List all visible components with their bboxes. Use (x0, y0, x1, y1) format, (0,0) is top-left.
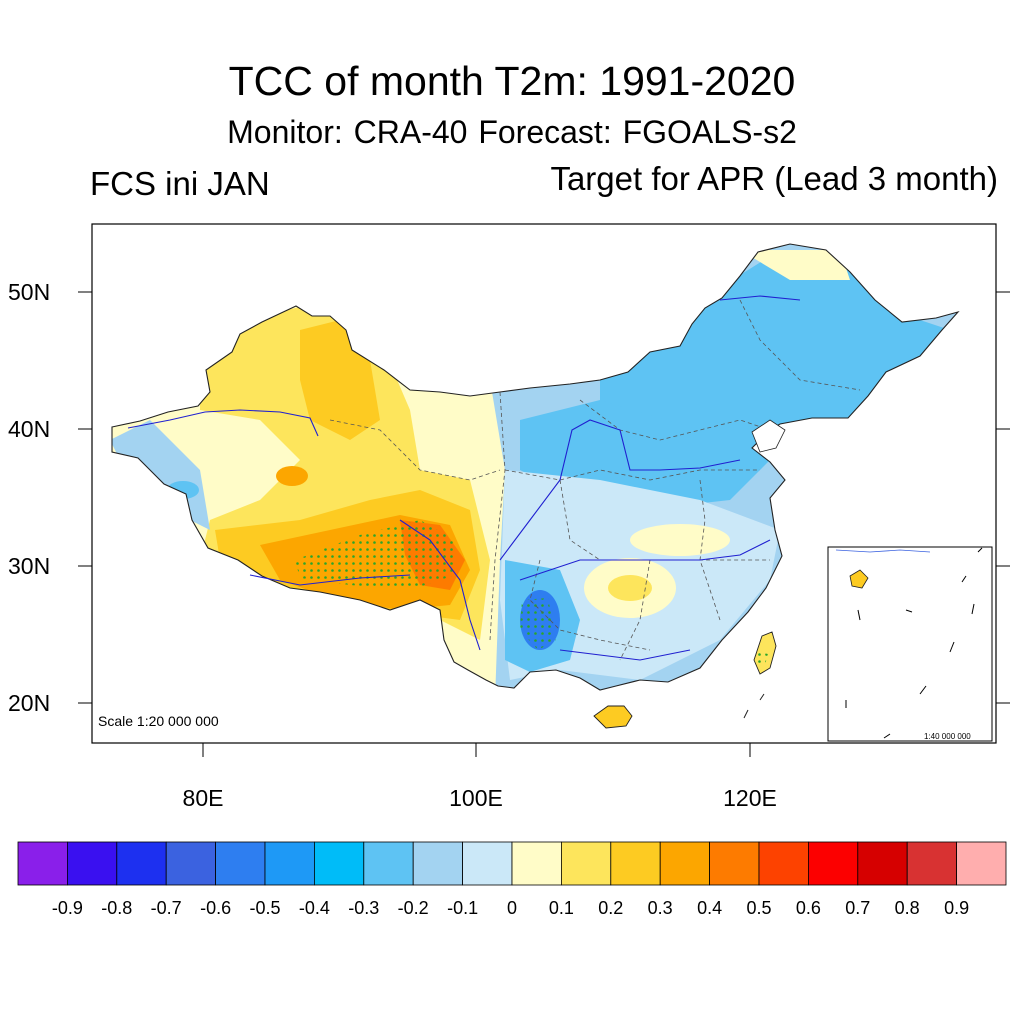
colorbar-label: 0 (507, 898, 517, 918)
river-yellow (499, 419, 741, 561)
hainan-island (593, 705, 633, 729)
colorbar-label: -0.1 (447, 898, 478, 918)
map-subtitle: Monitor: CRA-40 Forecast: FGOALS-s2 (227, 114, 797, 150)
colorbar-swatch (412, 841, 464, 886)
colorbar-label: 0.6 (796, 898, 821, 918)
init-label: FCS ini JAN (90, 165, 270, 202)
inset-dash-line (845, 547, 983, 739)
colorbar-label: -0.8 (101, 898, 132, 918)
island-chain-marks (743, 693, 765, 719)
colorbar-label: -0.7 (151, 898, 182, 918)
province-line-3 (504, 469, 760, 481)
colorbar-label: 0.2 (598, 898, 623, 918)
province-line-8 (739, 299, 861, 391)
axis-ticks (78, 291, 1010, 757)
china-border (111, 243, 960, 691)
colorbar-label: 0.7 (845, 898, 870, 918)
colorbar-label: -0.3 (348, 898, 379, 918)
colorbar-swatch (165, 841, 216, 886)
colorbar-label: 0.8 (895, 898, 920, 918)
colorbar-swatch (906, 841, 958, 886)
colorbar-label: -0.5 (249, 898, 280, 918)
colorbar-swatch (956, 841, 1007, 886)
colorbar-swatch (67, 841, 118, 886)
field-central-0.1 (608, 575, 652, 601)
colorbar-label: 0.4 (697, 898, 722, 918)
field-far-northeast-positive (740, 250, 850, 280)
colorbar-swatch (857, 841, 908, 886)
scale-main: Scale 1:20 000 000 (98, 713, 219, 729)
colorbar-label: 0.9 (944, 898, 969, 918)
colorbar-label: -0.9 (52, 898, 83, 918)
map-title: TCC of month T2m: 1991-2020 (228, 58, 796, 104)
lon-label-80e: 80E (183, 785, 224, 811)
province-line-5 (579, 399, 771, 441)
lon-label-100e: 100E (449, 785, 503, 811)
river-pearl (559, 649, 691, 661)
colorbar: -0.9 -0.8 -0.7 -0.6 -0.5 -0.4 -0.3 -0.2 -0.1 0 0.1… (17, 841, 1007, 918)
colorbar-swatch (610, 841, 661, 886)
colorbar-swatch (561, 841, 612, 886)
rivers (127, 295, 801, 661)
river-tarim (127, 409, 319, 437)
bohai-sea (751, 419, 786, 453)
colorbar-label: -0.6 (200, 898, 231, 918)
river-upper-yangtze (399, 519, 481, 651)
field-yangtze-positive (630, 524, 730, 556)
river-amur (719, 295, 801, 301)
colorbar-swatch (116, 841, 167, 886)
colorbar-swatch (462, 841, 513, 886)
province-line-9 (529, 559, 651, 651)
inset-coast (835, 549, 931, 553)
lat-label-40n: 40N (8, 416, 50, 442)
colorbar-label: 0.5 (746, 898, 771, 918)
stipple-yunnan (520, 598, 556, 650)
river-yarlung (249, 574, 411, 586)
colorbar-swatch (758, 841, 809, 886)
province-line-7 (699, 479, 721, 621)
colorbar-label: 0.1 (549, 898, 574, 918)
colorbar-label: -0.4 (299, 898, 330, 918)
colorbar-swatch (709, 841, 760, 886)
scale-inset: 1:40 000 000 (924, 732, 971, 741)
colorbar-swatch (17, 841, 68, 886)
colorbar-swatch (511, 841, 562, 886)
lon-label-120e: 120E (723, 785, 777, 811)
inset-map: 1:40 000 000 (827, 546, 993, 742)
colorbar-swatch (313, 841, 365, 886)
colorbar-swatch (264, 841, 315, 886)
colorbar-swatch (215, 841, 266, 886)
province-line-1 (329, 419, 501, 481)
stipple-taiwan (756, 652, 768, 668)
colorbar-label: 0.3 (648, 898, 673, 918)
field-tarim-patch (276, 466, 308, 486)
lat-label-50n: 50N (8, 279, 50, 305)
stipple-plateau (295, 520, 455, 590)
lat-label-20n: 20N (8, 690, 50, 716)
colorbar-swatch (363, 841, 414, 886)
target-label: Target for APR (Lead 3 month) (550, 160, 998, 197)
colorbar-swatch (659, 841, 711, 886)
colorbar-label: -0.2 (398, 898, 429, 918)
inset-hainan (849, 569, 869, 589)
river-yangtze (519, 539, 771, 581)
lat-label-30n: 30N (8, 553, 50, 579)
colorbar-swatch (808, 841, 859, 886)
